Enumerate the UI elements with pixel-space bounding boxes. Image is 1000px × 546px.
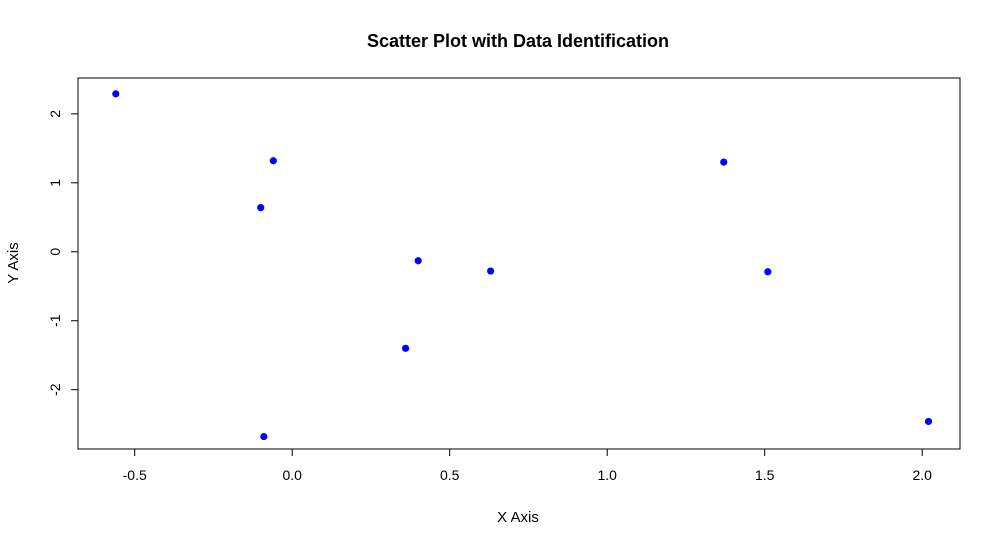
y-tick-label: 0 [47, 248, 63, 256]
y-tick-label: 1 [47, 179, 63, 187]
chart-title: Scatter Plot with Data Identification [367, 31, 669, 51]
x-tick-label: 2.0 [912, 467, 932, 483]
data-point [257, 204, 265, 212]
x-tick-label: 1.0 [597, 467, 617, 483]
data-point [924, 417, 933, 426]
x-axis-label: X Axis [497, 509, 539, 526]
data-point [414, 257, 422, 265]
data-point [402, 344, 410, 352]
x-tick-label: 0.5 [440, 467, 460, 483]
data-points [112, 90, 933, 441]
y-tick-label: -2 [47, 383, 63, 396]
x-tick-label: 1.5 [755, 467, 775, 483]
x-tick-label: 0.0 [282, 467, 302, 483]
x-tick-label: -0.5 [123, 467, 147, 483]
data-point [112, 90, 120, 98]
x-axis: -0.5 0.0 0.5 1.0 1.5 2.0 [123, 448, 932, 483]
data-point [720, 158, 728, 166]
y-axis: -2 -1 0 1 2 [47, 110, 79, 396]
data-point [764, 268, 772, 276]
data-point [269, 157, 277, 165]
y-axis-label: Y Axis [5, 242, 22, 283]
y-tick-label: -1 [47, 314, 63, 327]
data-point [260, 432, 268, 441]
y-tick-label: 2 [47, 110, 63, 118]
data-point [487, 267, 495, 275]
plot-frame [77, 77, 961, 450]
